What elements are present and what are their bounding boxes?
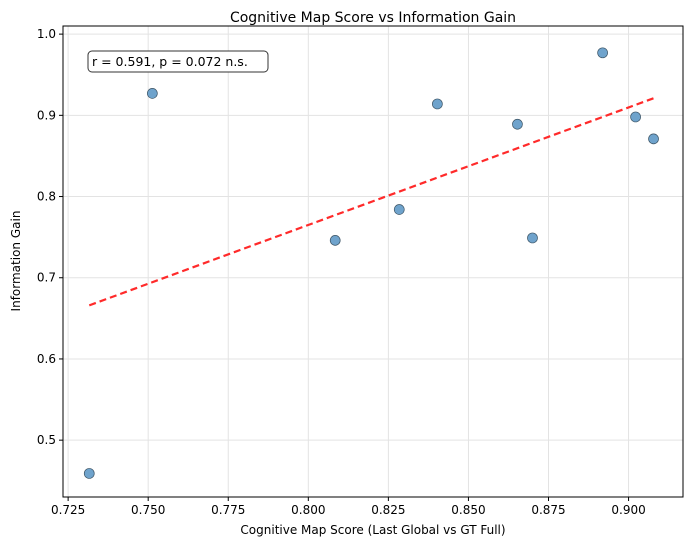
y-tick-label: 0.9 [37, 108, 56, 122]
fit-line-group [88, 97, 654, 307]
y-axis-label: Information Gain [9, 211, 23, 312]
x-tick-label: 0.725 [51, 503, 85, 517]
data-point [527, 232, 538, 244]
x-ticks: 0.725 0.750 0.775 0.800 0.825 0.850 0.875 0.900 [51, 497, 646, 517]
x-tick-label: 0.850 [451, 503, 485, 517]
x-tick-label: 0.800 [291, 503, 325, 517]
y-tick-label: 0.8 [37, 190, 56, 204]
x-tick-label: 0.825 [371, 503, 405, 517]
x-tick-label: 0.750 [131, 503, 165, 517]
data-point [146, 88, 158, 99]
y-tick-label: 1.0 [37, 27, 56, 41]
data-point [512, 118, 523, 130]
annotation-text: r = 0.591, p = 0.072 n.s. [92, 54, 248, 69]
data-point [393, 204, 405, 215]
chart-title: Cognitive Map Score vs Information Gain [230, 10, 516, 26]
y-tick-label: 0.7 [37, 271, 56, 285]
y-tick-label: 0.6 [37, 352, 56, 366]
x-tick-label: 0.875 [531, 503, 565, 517]
x-tick-label: 0.900 [611, 503, 645, 517]
x-tick-label: 0.775 [211, 503, 245, 517]
data-point [432, 98, 443, 110]
data-point [329, 235, 341, 246]
data-point [83, 468, 95, 479]
annotation-box [87, 50, 269, 73]
data-point [597, 47, 608, 59]
x-axis-label: Cognitive Map Score (Last Global vs GT F… [240, 523, 505, 537]
plot-frame [62, 25, 684, 498]
y-tick-label: 0.5 [37, 433, 56, 447]
regression-line [88, 97, 654, 307]
data-point [648, 133, 659, 145]
data-point [630, 111, 641, 123]
y-ticks: 0.5 0.6 0.7 0.8 0.9 1.0 [37, 27, 63, 447]
points-group [83, 47, 659, 479]
